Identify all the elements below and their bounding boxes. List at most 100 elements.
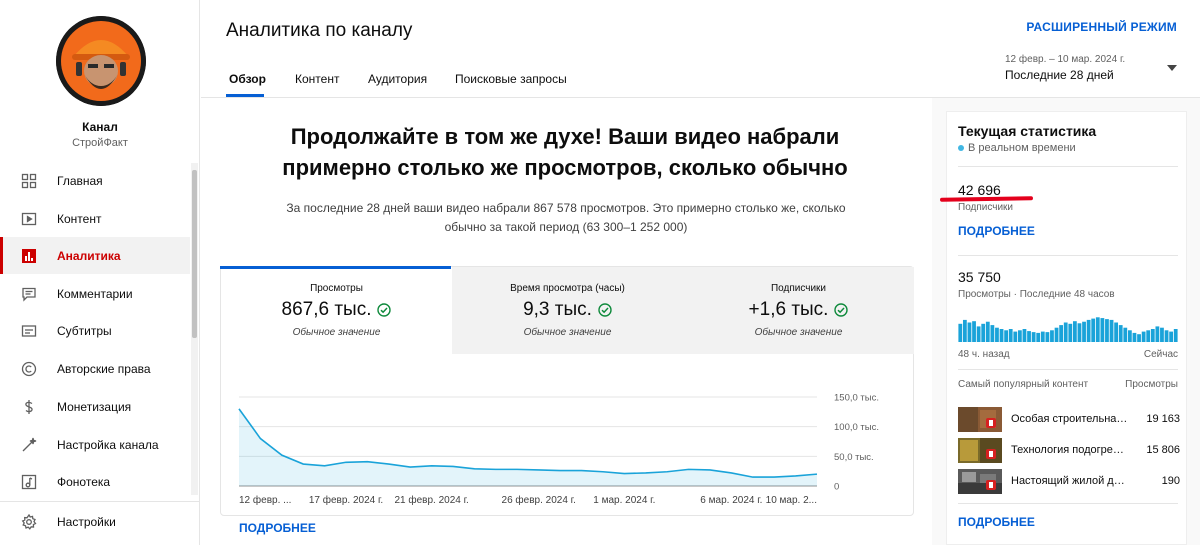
realtime-bar xyxy=(1004,330,1009,342)
realtime-bar xyxy=(1068,323,1073,342)
realtime-bar xyxy=(1050,330,1054,342)
sidebar-item-content[interactable]: Контент xyxy=(0,200,190,237)
sidebar-item-monetization[interactable]: Монетизация xyxy=(0,388,190,425)
realtime-bar xyxy=(999,329,1004,342)
check-circle-icon xyxy=(377,303,392,317)
summary-line: За последние 28 дней ваши видео набрали … xyxy=(286,201,846,215)
subscribers-value: 42 696 xyxy=(958,182,1001,198)
metric-value-text: +1,6 тыс. xyxy=(748,299,829,320)
live-dot-icon xyxy=(958,145,964,151)
customization-icon xyxy=(20,436,38,454)
avatar[interactable] xyxy=(56,16,146,106)
realtime-bar xyxy=(1040,331,1045,342)
realtime-bar xyxy=(1031,332,1036,342)
views-area xyxy=(239,408,817,486)
realtime-bar xyxy=(1036,332,1041,342)
video-views: 19 163 xyxy=(1146,413,1180,425)
x-tick-label: 17 февр. 2024 г. xyxy=(309,494,383,506)
top-video-row[interactable]: Технология подогрева ... 15 806 xyxy=(958,438,1180,464)
metric-value: +1,6 тыс. xyxy=(683,299,914,321)
realtime-bar xyxy=(1059,325,1064,342)
realtime-bar xyxy=(1160,327,1164,342)
realtime-views-label: Просмотры · Последние 48 часов xyxy=(958,289,1115,300)
metric-tab-watch-time[interactable]: Время просмотра (часы) 9,3 тыс. Обычное … xyxy=(452,267,683,354)
top-video-row[interactable]: Особая строительная ... 19 163 xyxy=(958,407,1180,433)
top-video-row[interactable]: Настоящий жилой дом вс... 190 xyxy=(958,469,1180,495)
top-content-label: Самый популярный контент xyxy=(958,379,1089,390)
tab-content[interactable]: Контент xyxy=(295,72,340,86)
x-tick-label: 1 мар. 2024 г. xyxy=(593,495,655,506)
sidebar-item-dashboard[interactable]: Главная xyxy=(0,162,190,199)
sidebar-item-customization[interactable]: Настройка канала xyxy=(0,426,190,463)
realtime-bar xyxy=(1027,331,1031,342)
date-period-label[interactable]: Последние 28 дней xyxy=(1005,68,1114,82)
tab-overview[interactable]: Обзор xyxy=(229,72,266,86)
realtime-bar xyxy=(1086,319,1091,342)
sidebar-item-audio-library[interactable]: Фонотека xyxy=(0,463,190,500)
page-title: Аналитика по каналу xyxy=(226,20,413,41)
sidebar-item-label: Настройка канала xyxy=(57,437,159,452)
content-icon xyxy=(20,210,38,228)
video-views: 15 806 xyxy=(1146,444,1180,456)
copyright-icon xyxy=(20,360,38,378)
realtime-bar xyxy=(1155,326,1160,342)
y-tick-label: 50,0 тыс. xyxy=(834,452,874,463)
realtime-bar xyxy=(1141,331,1146,342)
realtime-bar xyxy=(1013,331,1018,342)
realtime-bars-chart[interactable] xyxy=(958,316,1178,342)
views-chart[interactable]: 0 50,0 тыс. 100,0 тыс. 150,0 тыс. 12 февр. .… xyxy=(225,385,905,510)
sidebar-item-subtitles[interactable]: Субтитры xyxy=(0,312,190,349)
sidebar-item-label: Монетизация xyxy=(57,399,132,414)
metric-tab-views[interactable]: Просмотры 867,6 тыс. Обычное значение xyxy=(221,267,452,354)
top-content-more-link[interactable]: ПОДРОБНЕЕ xyxy=(958,515,1035,529)
sidebar-item-comments[interactable]: Комментарии xyxy=(0,275,190,312)
sidebar-item-label: Авторские права xyxy=(57,361,151,376)
metric-label: Подписчики xyxy=(770,283,826,294)
y-tick-label: 100,0 тыс. xyxy=(834,422,879,433)
sidebar-item-label: Контент xyxy=(57,211,102,226)
views-line xyxy=(238,408,818,478)
date-range[interactable]: 12 февр. – 10 мар. 2024 г. xyxy=(1005,54,1126,65)
gear-icon xyxy=(20,513,38,531)
subscribers-label: Подписчики xyxy=(958,202,1014,213)
realtime-bar xyxy=(1114,322,1119,342)
realtime-bar xyxy=(1127,330,1132,342)
x-tick-label: 12 февр. ... xyxy=(239,494,291,506)
subscribers-more-link[interactable]: ПОДРОБНЕЕ xyxy=(958,224,1035,238)
headline-line: Продолжайте в том же духе! Ваши видео на… xyxy=(290,124,840,149)
realtime-bar xyxy=(1100,318,1105,342)
main-more-link[interactable]: ПОДРОБНЕЕ xyxy=(239,521,316,535)
realtime-bar xyxy=(962,319,967,342)
x-tick-label: 21 февр. 2024 г. xyxy=(394,494,468,506)
y-tick-label: 150,0 тыс. xyxy=(834,393,879,404)
monetization-icon xyxy=(20,398,38,416)
sidebar-item-copyright[interactable]: Авторские права xyxy=(0,350,190,387)
realtime-bar xyxy=(995,327,999,342)
x-tick-label: 10 мар. 2... xyxy=(766,495,817,506)
analytics-icon xyxy=(20,247,38,265)
realtime-bar xyxy=(985,321,990,342)
sidebar-scroll-thumb[interactable] xyxy=(192,170,197,338)
realtime-bar xyxy=(1008,329,1013,342)
sidebar: Канал СтройФакт Главная Контент Аналитик… xyxy=(0,0,200,545)
video-thumbnail xyxy=(958,438,1002,463)
video-title: Настоящий жилой дом вс... xyxy=(1011,475,1129,487)
metric-tab-subscribers[interactable]: Подписчики +1,6 тыс. Обычное значение xyxy=(683,267,914,354)
chevron-down-icon[interactable] xyxy=(1167,65,1177,71)
sidebar-item-settings[interactable]: Настройки xyxy=(0,503,190,540)
tab-audience[interactable]: Аудитория xyxy=(368,72,428,86)
realtime-bar xyxy=(1095,317,1100,342)
metric-value: 867,6 тыс. xyxy=(221,299,452,321)
divider xyxy=(958,255,1178,256)
tab-search-queries[interactable]: Поисковые запросы xyxy=(455,72,567,86)
realtime-bar xyxy=(1164,330,1169,342)
metric-value-text: 9,3 тыс. xyxy=(523,299,592,320)
sidebar-item-analytics[interactable]: Аналитика xyxy=(0,237,190,274)
realtime-bar xyxy=(1072,321,1077,342)
dashboard-icon xyxy=(20,172,38,190)
realtime-bar xyxy=(976,326,981,342)
metric-subtext: Обычное значение xyxy=(754,327,843,338)
realtime-bar xyxy=(1123,327,1128,342)
x-tick-label: 6 мар. 2024 г. xyxy=(700,495,762,506)
advanced-mode-link[interactable]: РАСШИРЕННЫЙ РЕЖИМ xyxy=(1026,20,1177,34)
